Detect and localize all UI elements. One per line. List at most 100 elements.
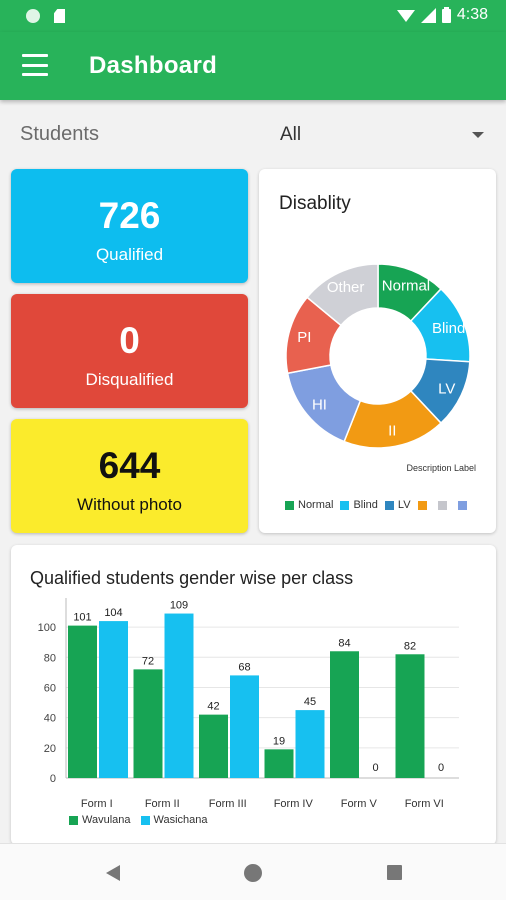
legend-item xyxy=(437,500,451,510)
bar-wavulana-form-iii[interactable] xyxy=(199,714,228,778)
bar-value-label: 68 xyxy=(238,661,250,673)
x-tick-label: Form IV xyxy=(274,798,314,810)
recent-apps-icon[interactable] xyxy=(387,865,402,880)
hamburger-menu-icon[interactable] xyxy=(22,54,48,76)
battery-icon xyxy=(441,7,451,23)
bar-value-label: 72 xyxy=(142,655,154,667)
disqualified-card[interactable]: 0 Disqualified xyxy=(11,294,248,408)
dropdown-selected-value: All xyxy=(280,124,302,145)
gender-bar-chart: 0 20 40 60 80 100 101 104 Form I 72 109 Form II 42 68… xyxy=(38,598,459,810)
legend-swatch xyxy=(340,500,350,510)
x-tick-label: Form V xyxy=(341,798,378,810)
back-icon[interactable] xyxy=(106,865,120,881)
legend-label: LV xyxy=(397,499,411,511)
legend-item xyxy=(417,500,431,510)
gender-bar-chart-card: Qualified students gender wise per class… xyxy=(11,545,496,845)
y-tick-label: 60 xyxy=(44,682,56,694)
disability-chart-title: Disablity xyxy=(279,193,351,214)
disability-donut-chart: Normal Blind LV II HI PI Other xyxy=(285,263,471,449)
bar-chart-title: Qualified students gender wise per class xyxy=(30,568,354,588)
legend-label: Blind xyxy=(353,499,378,511)
bar-wavulana-form-v[interactable] xyxy=(330,651,359,778)
bar-wavulana-form-iv[interactable] xyxy=(264,749,294,778)
students-filter-row: Students All xyxy=(0,108,506,160)
qualified-count: 726 xyxy=(98,195,161,236)
qualified-label: Qualified xyxy=(95,245,164,264)
dropdown-arrow-icon xyxy=(472,132,484,138)
students-label: Students xyxy=(20,123,99,145)
y-tick-label: 80 xyxy=(44,652,56,664)
donut-hole xyxy=(332,310,424,402)
app-bar: Dashboard xyxy=(0,32,506,100)
bar-value-label: 109 xyxy=(170,600,188,612)
bar-wasichana-form-i[interactable] xyxy=(99,621,128,778)
pie-slice-label: Blind xyxy=(432,320,465,337)
bar-value-label: 82 xyxy=(404,640,416,652)
bar-value-label: 42 xyxy=(207,701,219,713)
bar-wasichana-form-ii[interactable] xyxy=(164,613,194,778)
legend-item-wavulana: Wavulana xyxy=(69,814,131,826)
x-tick-label: Form III xyxy=(209,798,247,810)
x-tick-label: Form VI xyxy=(405,798,444,810)
bar-value-label: 101 xyxy=(73,612,91,624)
gender-legend: Wavulana Wasichana xyxy=(69,814,218,826)
legend-swatch xyxy=(437,500,447,510)
disability-legend: Normal Blind LV xyxy=(285,499,478,511)
disability-chart-card: Disablity Normal Blind LV II HI PI Other Descr… xyxy=(259,169,496,533)
pie-slice-other[interactable] xyxy=(306,263,379,327)
pie-slice-label: LV xyxy=(438,380,455,397)
bar-value-label: 0 xyxy=(438,762,444,774)
system-nav-bar xyxy=(0,843,506,900)
bar-value-label: 104 xyxy=(104,607,122,619)
notification-dot-icon xyxy=(26,9,40,23)
y-tick-label: 40 xyxy=(44,713,56,725)
bar-value-label: 84 xyxy=(338,637,350,649)
students-filter-dropdown[interactable]: All xyxy=(270,116,494,152)
bar-wavulana-form-i[interactable] xyxy=(68,625,97,778)
bar-value-label: 19 xyxy=(273,735,285,747)
signal-icon xyxy=(420,7,436,23)
bar-wasichana-form-iv[interactable] xyxy=(295,710,325,778)
qualified-card[interactable]: 726 Qualified xyxy=(11,169,248,283)
bar-wasichana-form-iii[interactable] xyxy=(230,675,259,778)
legend-swatch xyxy=(384,500,394,510)
legend-item xyxy=(457,500,471,510)
sd-card-icon xyxy=(54,9,65,23)
pie-slice-label: II xyxy=(388,423,396,440)
legend-swatch xyxy=(457,500,467,510)
status-bar: 4:38 xyxy=(0,0,506,32)
bar-wavulana-form-ii[interactable] xyxy=(133,669,163,778)
disqualified-count: 0 xyxy=(119,320,140,361)
pie-slice-label: HI xyxy=(312,396,327,413)
legend-item: LV xyxy=(384,499,411,511)
legend-swatch xyxy=(140,815,150,825)
y-tick-label: 100 xyxy=(38,622,56,634)
home-icon[interactable] xyxy=(244,864,262,882)
legend-swatch xyxy=(417,500,427,510)
x-tick-label: Form II xyxy=(145,798,180,810)
legend-label: Normal xyxy=(298,499,334,511)
bar-wavulana-form-vi[interactable] xyxy=(395,654,425,778)
x-tick-label: Form I xyxy=(81,798,113,810)
bar-value-label: 45 xyxy=(304,696,316,708)
legend-label: Wavulana xyxy=(82,814,131,826)
without-photo-label: Without photo xyxy=(77,495,182,514)
legend-label: Wasichana xyxy=(153,814,208,826)
y-tick-label: 20 xyxy=(44,743,56,755)
legend-item: Normal xyxy=(285,499,333,511)
without-photo-count: 644 xyxy=(98,445,161,486)
wifi-icon xyxy=(396,10,415,22)
legend-swatch xyxy=(285,500,294,510)
status-time: 4:38 xyxy=(456,6,488,23)
legend-item-wasichana: Wasichana xyxy=(140,814,208,826)
page-title: Dashboard xyxy=(89,52,218,79)
legend-item: Blind xyxy=(340,499,378,511)
bar-value-label: 0 xyxy=(372,762,378,774)
pie-slice-label: Normal xyxy=(382,277,430,294)
y-tick-label: 0 xyxy=(50,773,56,785)
pie-slice-label: Other xyxy=(327,279,365,296)
legend-swatch xyxy=(69,815,78,825)
pie-slice-label: PI xyxy=(297,329,311,346)
without-photo-card[interactable]: 644 Without photo xyxy=(11,419,248,533)
disqualified-label: Disqualified xyxy=(85,370,174,389)
